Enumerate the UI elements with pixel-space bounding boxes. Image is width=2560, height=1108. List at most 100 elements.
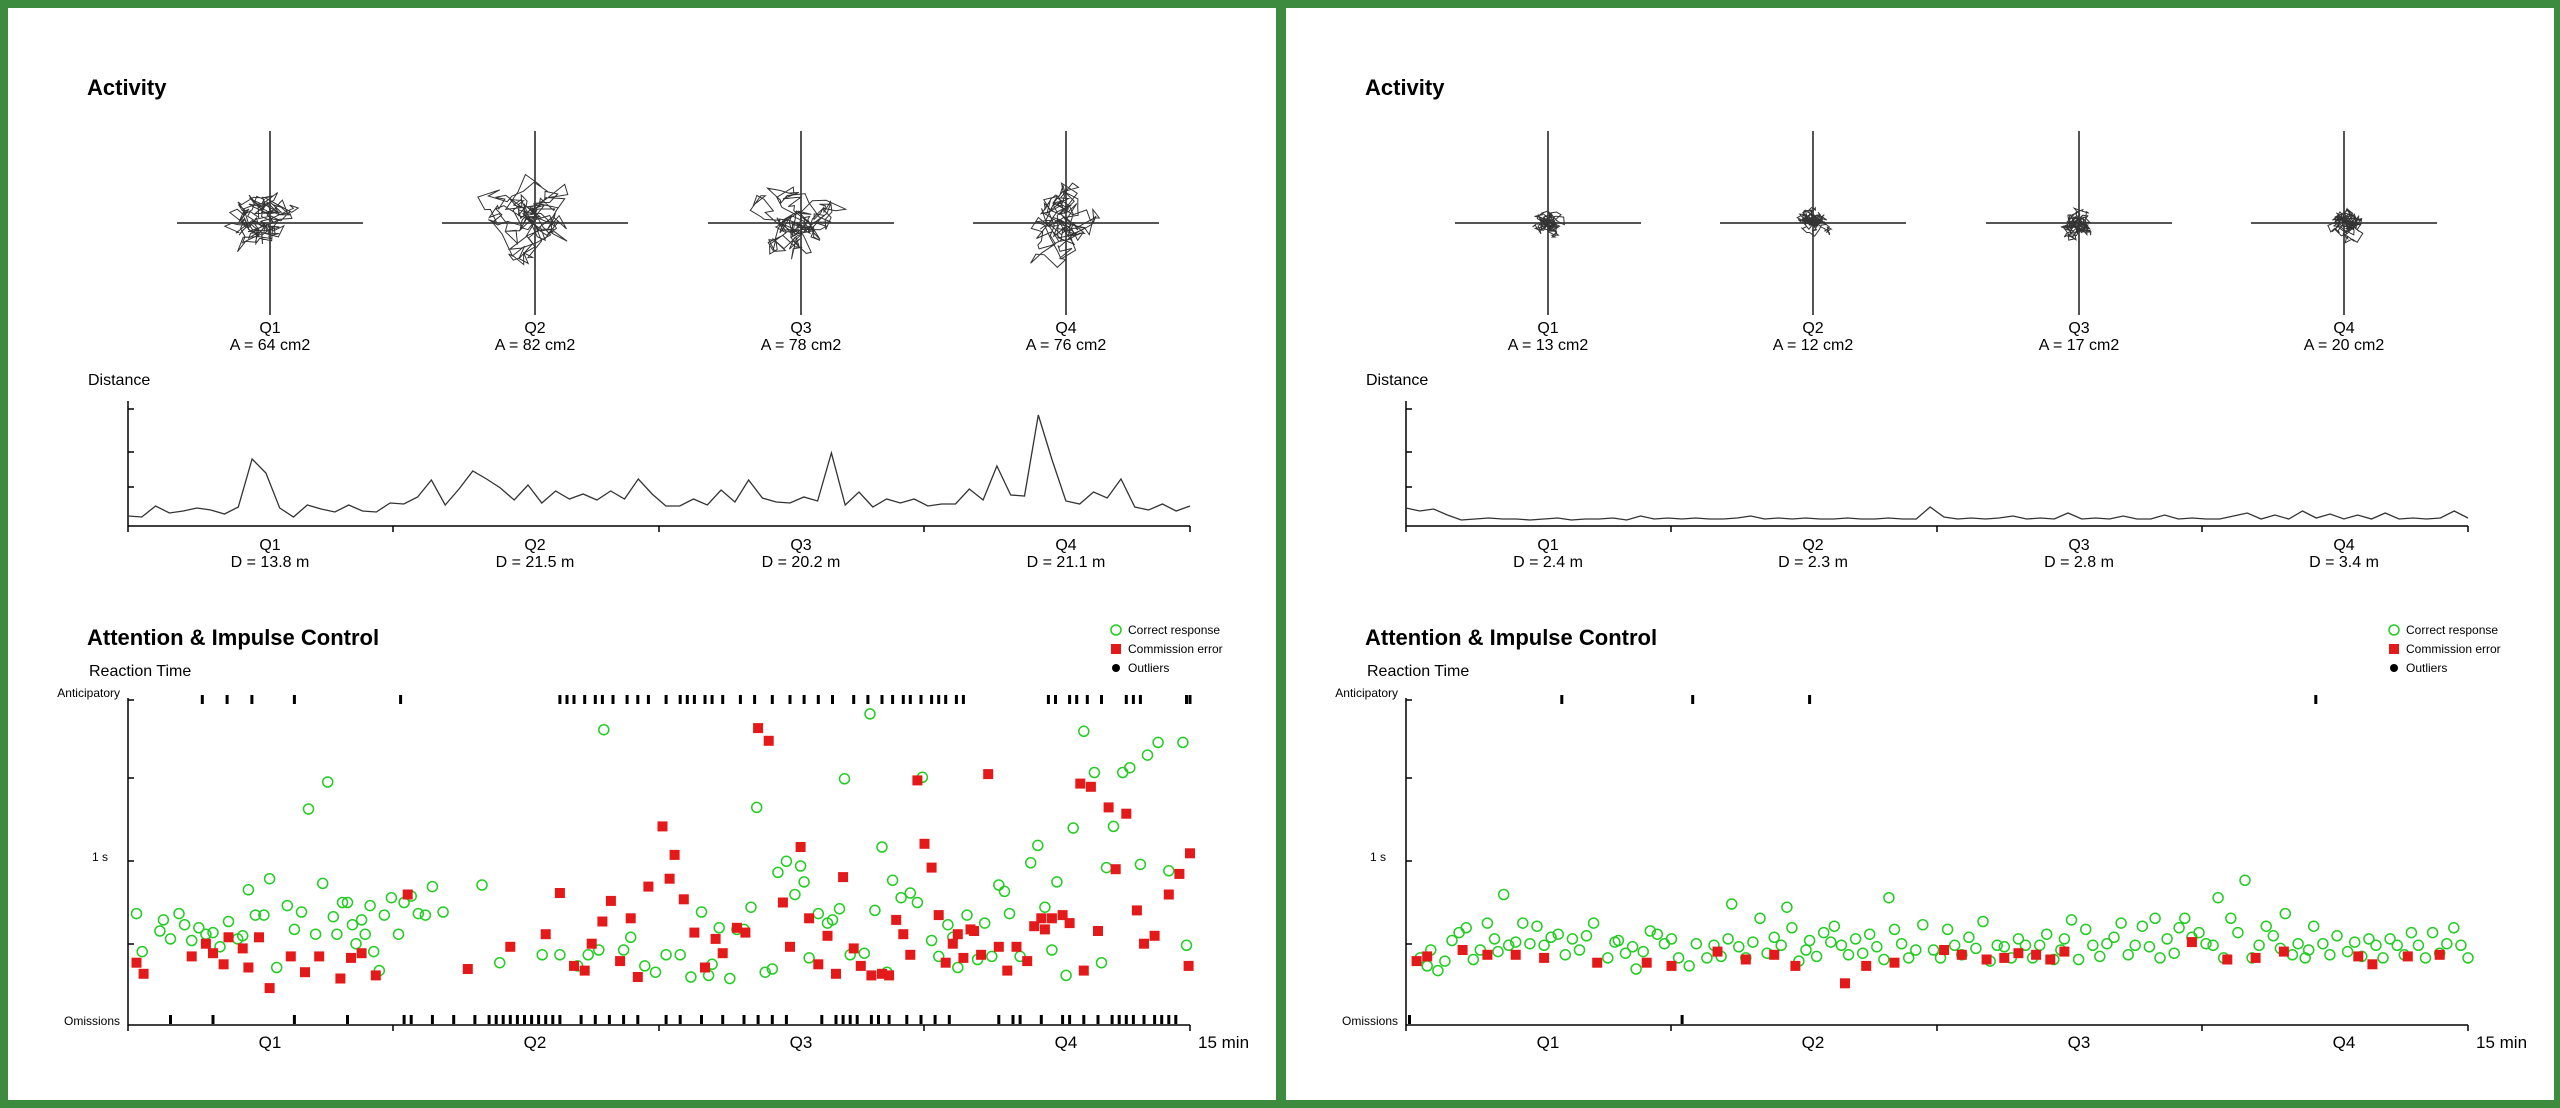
omission-tick — [1174, 1015, 1178, 1024]
omission-tick — [877, 1015, 880, 1024]
activity-title: Activity — [1365, 75, 1445, 100]
anticipatory-outlier-tick — [919, 695, 923, 704]
correct-response-point — [193, 922, 205, 934]
omission-tick — [700, 1015, 703, 1024]
distance-value-label: D = 2.3 m — [1778, 554, 1848, 571]
commission-error-point — [2353, 951, 2364, 962]
correct-response-point — [772, 866, 784, 879]
commission-error-point — [1022, 956, 1033, 967]
correct-response-point — [649, 966, 662, 978]
commission-error-point — [1064, 918, 1075, 929]
correct-response-point — [2377, 952, 2389, 964]
commission-error-point — [2059, 946, 2070, 957]
correct-response-point — [876, 841, 888, 853]
rt-quarter-label: Q4 — [2333, 1033, 2356, 1052]
correct-response-point — [2168, 947, 2180, 959]
commission-error-point — [731, 922, 742, 933]
correct-response-point — [1124, 761, 1136, 774]
omission-tick — [678, 1015, 682, 1024]
correct-response-point — [2154, 952, 2166, 964]
rt-quarter-label: Q2 — [1802, 1033, 1825, 1052]
commission-error-point — [2045, 954, 2056, 965]
anticipatory-outlier-tick — [930, 695, 934, 704]
anticipatory-outlier-tick — [954, 695, 958, 704]
rt-quarter-label: Q2 — [524, 1033, 547, 1052]
correct-response-point — [961, 909, 973, 921]
rt-quarter-label: Q3 — [790, 1033, 813, 1052]
commission-error-point — [1457, 945, 1468, 955]
anticipatory-outlier-tick — [908, 695, 912, 704]
correct-response-point — [750, 801, 763, 814]
omission-tick — [756, 1015, 760, 1024]
y-tick-1s: 1 s — [92, 850, 108, 864]
omission-tick — [869, 1015, 873, 1024]
legend-outlier-label: Outliers — [1128, 661, 1169, 675]
quarter-label: Q3 — [2068, 320, 2089, 337]
correct-response-point — [1163, 865, 1175, 877]
anticipatory-outlier-tick — [1131, 695, 1135, 704]
commission-error-point — [605, 895, 616, 906]
commission-error-point — [1174, 868, 1185, 879]
correct-response-point — [2331, 930, 2343, 942]
correct-response-point — [660, 949, 672, 961]
correct-response-point — [2079, 923, 2092, 936]
correct-response-point — [1644, 925, 1657, 937]
correct-response-point — [2292, 937, 2304, 950]
correct-response-point — [1141, 749, 1154, 761]
distance-value-label: D = 21.5 m — [496, 554, 575, 571]
anticipatory-outlier-tick — [1188, 695, 1192, 704]
commission-error-point — [1036, 913, 1047, 924]
correct-response-point — [1963, 931, 1975, 944]
anticipatory-outlier-tick — [636, 695, 640, 704]
correct-response-point — [674, 949, 686, 961]
legend-commission-label: Commission error — [1128, 642, 1223, 656]
correct-response-point — [886, 874, 899, 887]
commission-error-point — [1712, 946, 1723, 957]
correct-response-point — [1747, 936, 1759, 948]
omission-tick — [721, 1015, 725, 1024]
omission-tick — [292, 1015, 296, 1024]
correct-response-point — [392, 928, 405, 940]
correct-response-point — [1683, 960, 1695, 972]
correct-response-point — [426, 880, 439, 893]
correct-response-point — [1863, 928, 1876, 940]
distance-line — [1405, 506, 2469, 521]
correct-response-point — [1630, 963, 1642, 975]
distance-value-label: D = 2.4 m — [1513, 554, 1583, 571]
correct-response-point — [2012, 933, 2025, 945]
commission-error-point — [285, 951, 296, 962]
commission-error-point — [615, 956, 626, 967]
correct-response-point — [993, 879, 1005, 891]
correct-response-point — [249, 909, 262, 921]
correct-response-point — [1573, 944, 1586, 956]
commission-error-point — [1889, 957, 1900, 968]
correct-response-point — [1088, 766, 1101, 779]
commission-error-point — [335, 973, 346, 984]
left-report-panel: Activity Q1 A = 64 cm2 Q2 A = 82 cm2 Q3 A = 78… — [8, 8, 1276, 1100]
rt-quarter-label: Q1 — [259, 1033, 282, 1052]
commission-error-point — [926, 862, 937, 873]
anticipatory-outlier-tick — [1085, 695, 1089, 704]
omission-tick — [211, 1015, 215, 1024]
commission-error-point — [905, 949, 916, 960]
commission-error-point — [314, 951, 325, 962]
correct-response-point — [419, 909, 432, 921]
correct-response-point — [1810, 950, 1823, 963]
anticipatory-outlier-tick — [611, 695, 615, 704]
correct-response-point — [1559, 949, 1572, 961]
omission-tick — [905, 1015, 909, 1024]
omission-tick — [515, 1015, 519, 1024]
correct-response-point — [766, 963, 779, 975]
correct-response-point — [2019, 939, 2032, 952]
commission-error-point — [983, 769, 994, 780]
anticipatory-outlier-tick — [625, 695, 629, 704]
correct-response-point — [2267, 930, 2280, 942]
correct-response-point — [1856, 947, 1869, 959]
correct-response-point — [2161, 933, 2173, 945]
anticipatory-outlier-tick — [292, 695, 296, 704]
legend-correct-marker — [2388, 624, 2400, 636]
anticipatory-outlier-tick — [770, 695, 774, 704]
correct-response-point — [1883, 891, 1895, 904]
commission-error-point — [1592, 957, 1603, 968]
commission-error-point — [1999, 952, 2010, 963]
